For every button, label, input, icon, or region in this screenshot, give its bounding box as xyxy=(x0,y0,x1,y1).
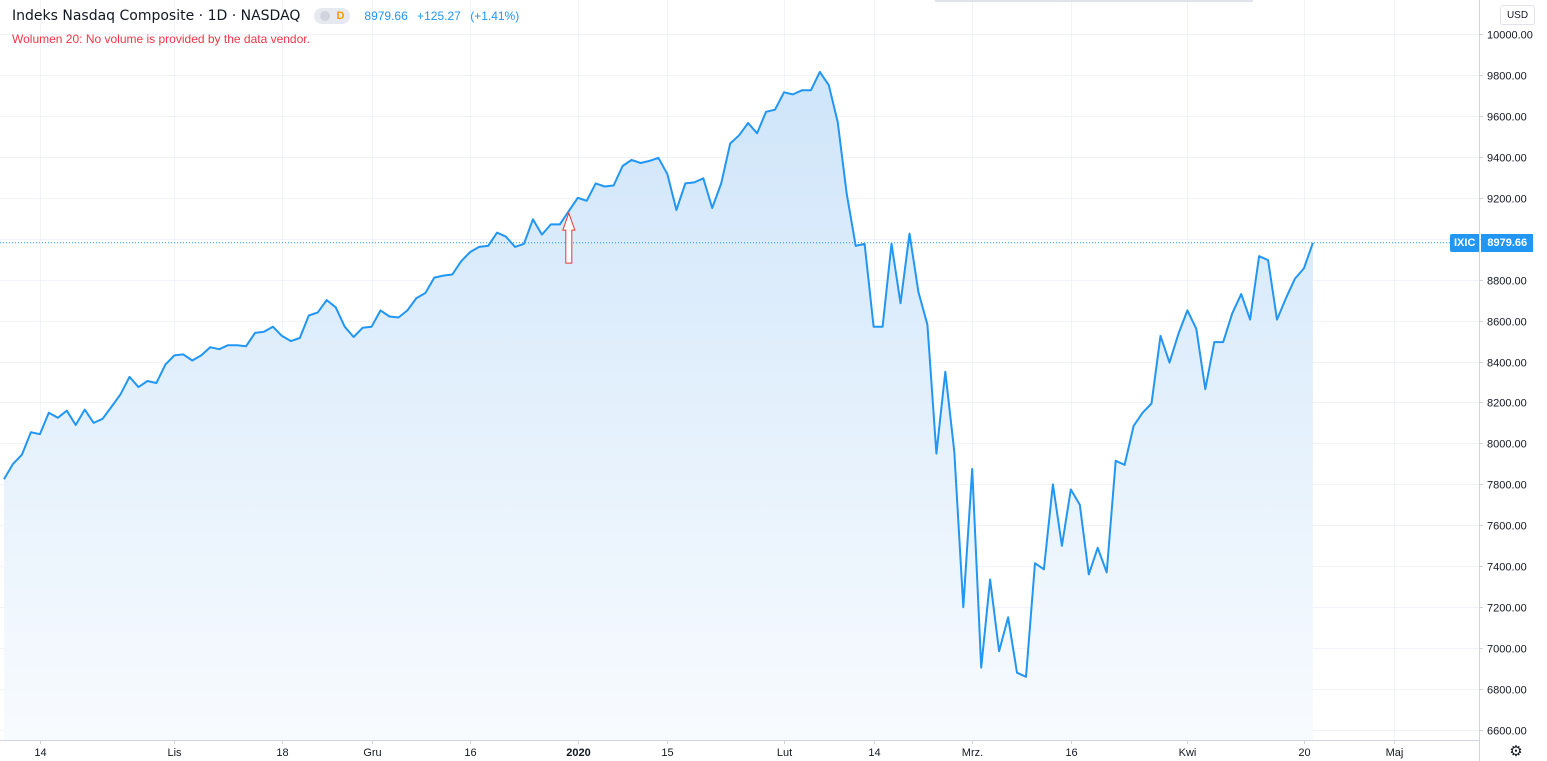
time-axis[interactable]: 14 Lis 18 Gru 16 2020 15 Lut 14 Mrz. 16 Kwi 20 Maj xyxy=(34,740,1403,759)
x-tick-label: 20 xyxy=(1298,747,1310,759)
x-tick-label: Gru xyxy=(363,747,381,759)
x-tick-label: Lut xyxy=(777,747,792,759)
last-price: 8979.66 xyxy=(364,9,408,23)
y-tick-label: 9600.00 xyxy=(1487,112,1527,124)
y-tick-label: 7400.00 xyxy=(1487,562,1527,574)
status-dot-icon xyxy=(320,11,331,21)
x-tick-label: 14 xyxy=(868,747,880,759)
x-tick-label: 2020 xyxy=(566,747,590,759)
y-tick-label: 9800.00 xyxy=(1487,71,1527,83)
y-tick-label: 7200.00 xyxy=(1487,603,1527,615)
currency-button[interactable]: USD xyxy=(1500,5,1535,25)
up-arrow-icon[interactable] xyxy=(562,211,576,264)
last-price-value: 8979.66 xyxy=(1481,234,1534,252)
price-axis[interactable]: 10000.009800.009600.009400.009200.009000… xyxy=(1479,30,1533,738)
price-change-percent: (+1.41%) xyxy=(470,9,520,23)
y-tick-label: 8400.00 xyxy=(1487,358,1527,370)
y-tick-label: 9200.00 xyxy=(1487,194,1527,206)
y-tick-label: 7000.00 xyxy=(1487,644,1527,656)
y-tick-label: 10000.00 xyxy=(1487,30,1533,42)
x-tick-label: Mrz. xyxy=(962,747,983,759)
x-tick-label: Kwi xyxy=(1179,747,1197,759)
price-change: +125.27 xyxy=(417,9,461,23)
y-tick-label: 8200.00 xyxy=(1487,398,1527,410)
price-readout: 8979.66 +125.27 (+1.41%) xyxy=(364,9,525,23)
x-tick-label: 16 xyxy=(464,747,476,759)
price-area-fill xyxy=(4,71,1313,740)
y-tick-label: 7600.00 xyxy=(1487,521,1527,533)
last-price-label: IXIC 8979.66 xyxy=(1450,234,1534,252)
last-price-ticker: IXIC xyxy=(1450,234,1480,252)
volume-indicator-message[interactable]: Wolumen 20: No volume is provided by the… xyxy=(12,32,310,46)
price-line[interactable] xyxy=(3,70,1314,678)
x-tick-label: Lis xyxy=(167,747,182,759)
top-panel-edge xyxy=(935,0,1253,2)
y-tick-label: 6600.00 xyxy=(1487,726,1527,738)
arrow-annotation[interactable] xyxy=(562,211,576,264)
x-tick-label: 14 xyxy=(34,747,46,759)
symbol-title[interactable]: Indeks Nasdaq Composite · 1D · NASDAQ xyxy=(12,8,301,24)
x-tick-label: 18 xyxy=(276,747,288,759)
x-tick-label: 16 xyxy=(1065,747,1077,759)
symbol-legend[interactable]: Indeks Nasdaq Composite · 1D · NASDAQ D … xyxy=(12,6,525,26)
gear-icon[interactable]: ⚙ xyxy=(1509,743,1523,760)
market-status-badge[interactable]: D xyxy=(314,8,351,24)
y-tick-label: 9400.00 xyxy=(1487,153,1527,165)
delayed-indicator: D xyxy=(336,10,345,22)
y-tick-label: 6800.00 xyxy=(1487,685,1527,697)
y-tick-label: 7800.00 xyxy=(1487,480,1527,492)
y-tick-label: 8800.00 xyxy=(1487,276,1527,288)
y-tick-label: 8600.00 xyxy=(1487,317,1527,329)
x-tick-label: 15 xyxy=(661,747,673,759)
y-tick-label: 8000.00 xyxy=(1487,439,1527,451)
x-tick-label: Maj xyxy=(1386,747,1404,759)
